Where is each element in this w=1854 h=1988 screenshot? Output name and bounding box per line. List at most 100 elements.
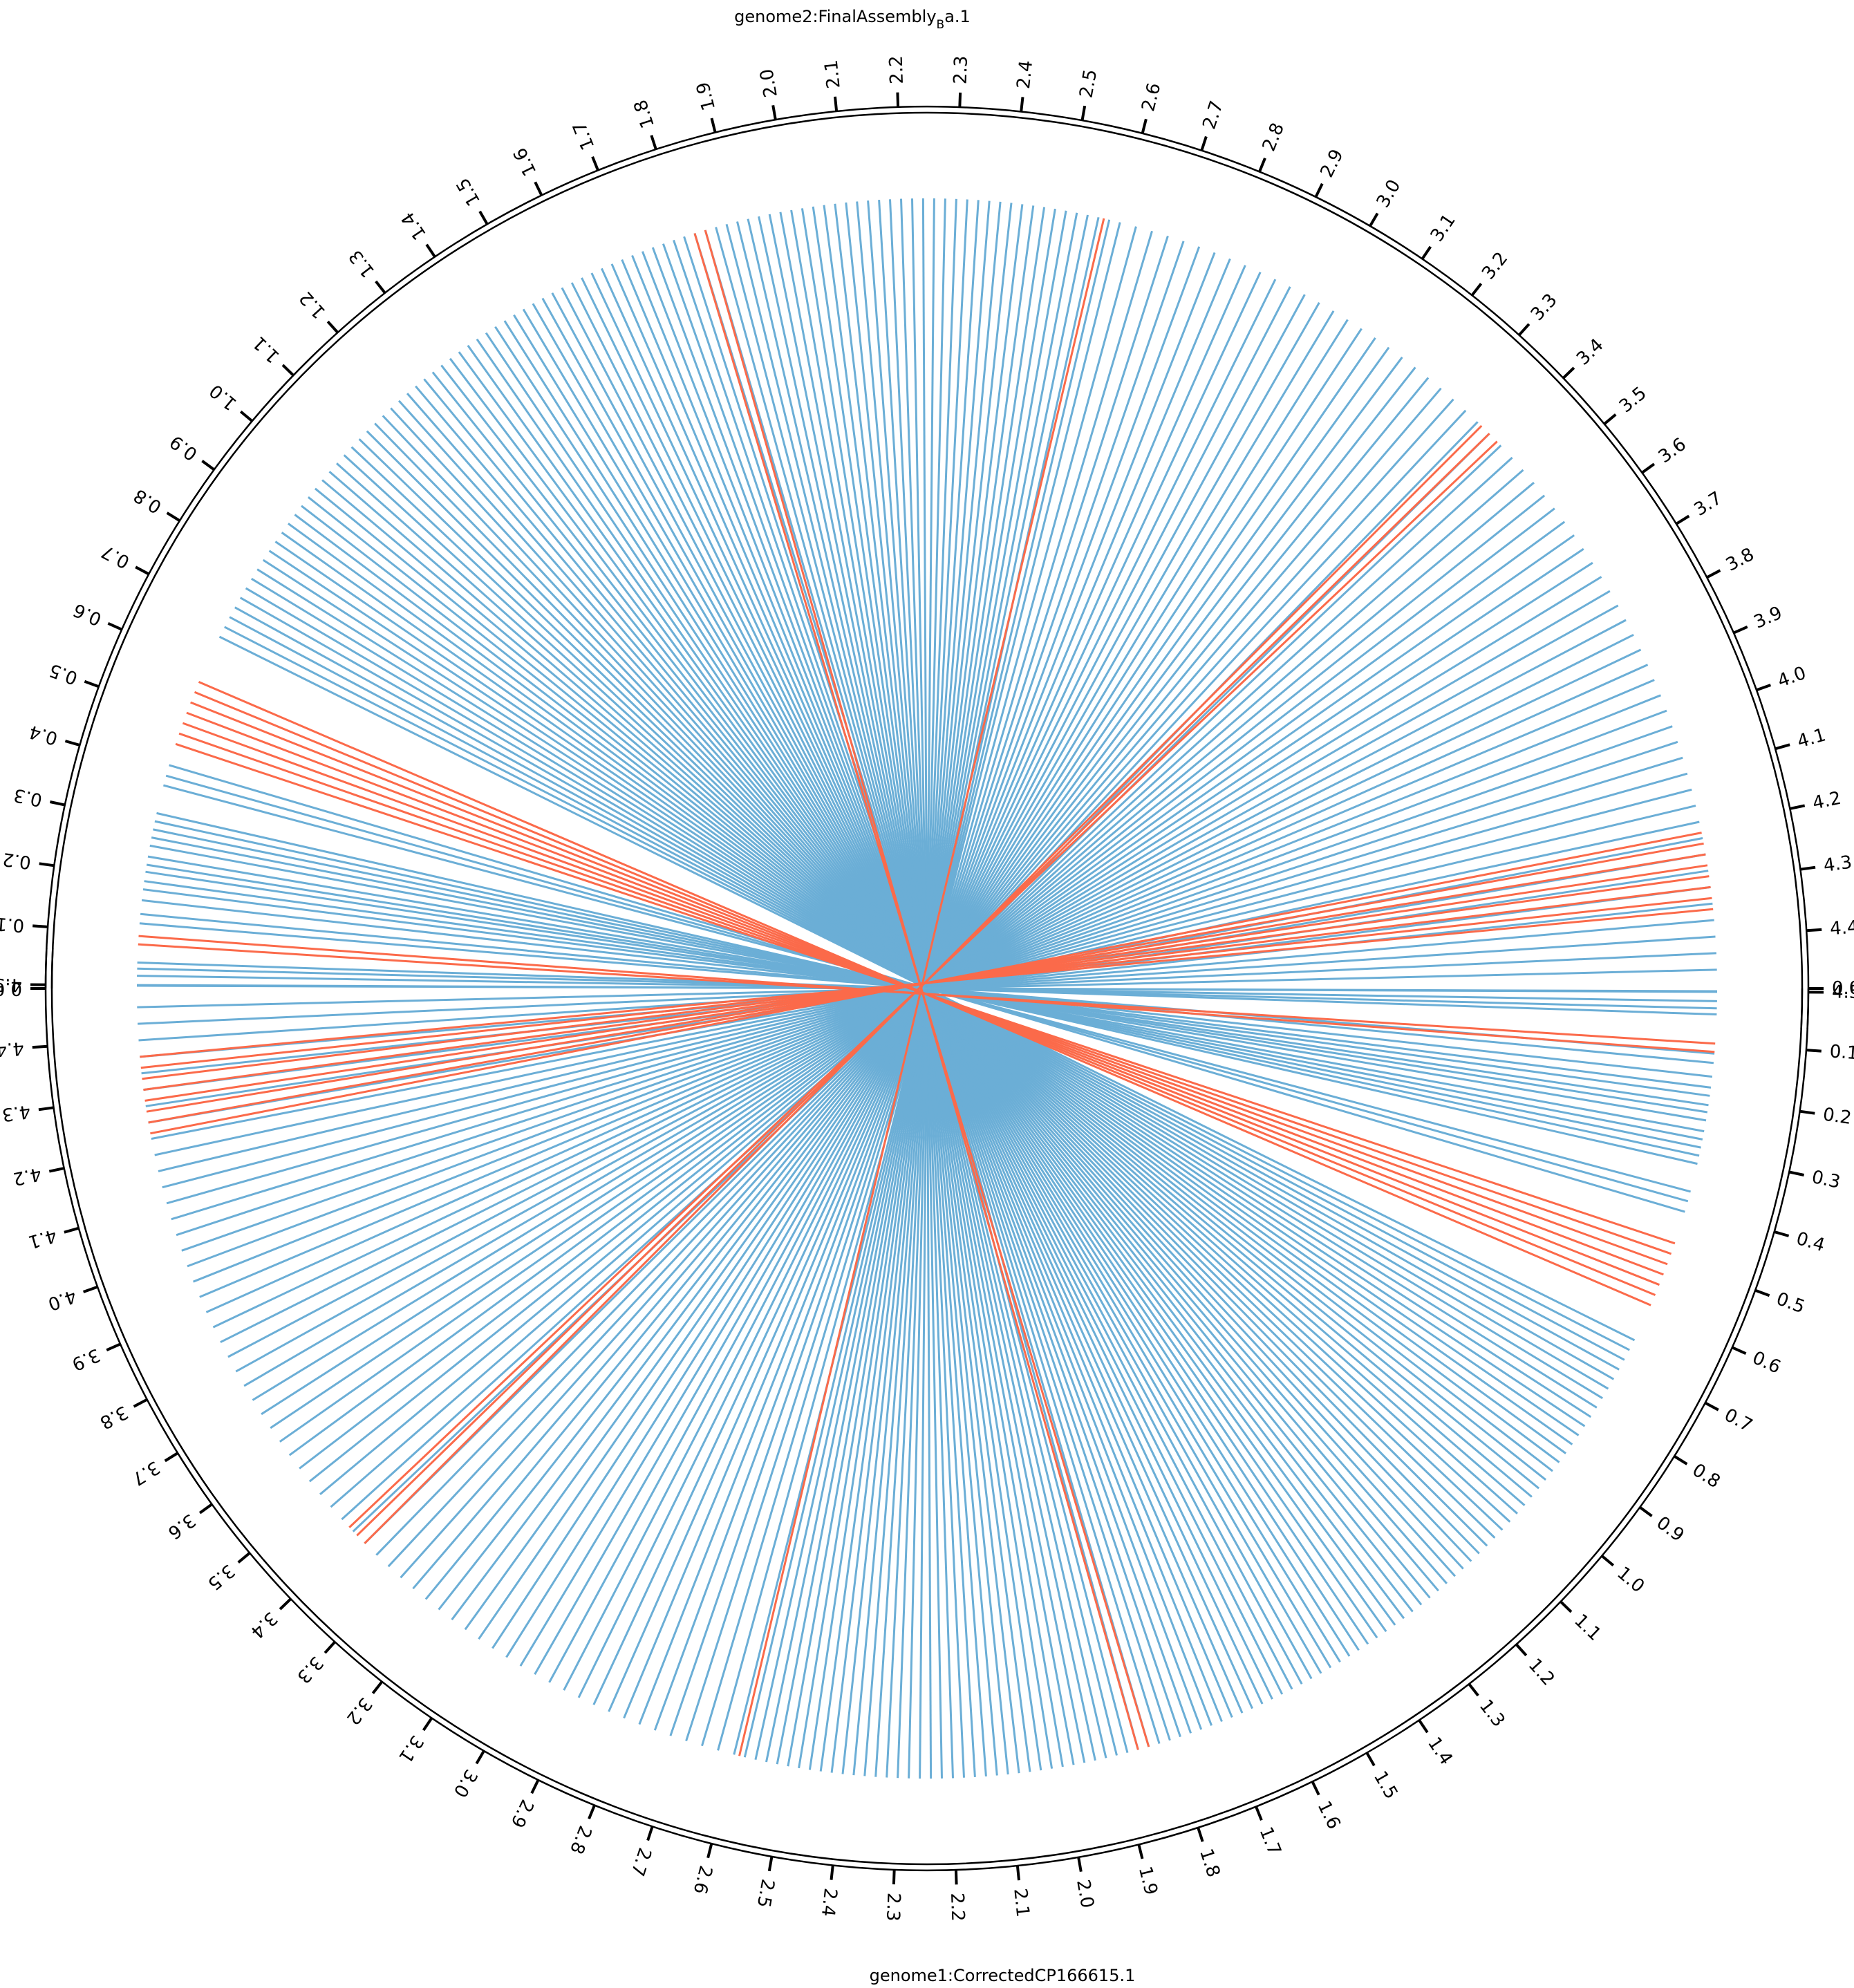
genome2-tick [326,320,339,334]
genome1-tick [133,1398,149,1408]
genome2-tick-label: 4.1 [1795,724,1828,752]
inverted-link [198,681,1651,1306]
genome2-tick-label: 4.0 [1775,663,1809,692]
genome2-tick [166,512,181,523]
genome1-tick [1806,1049,1822,1053]
genome1-tick-label: 2.0 [1072,1878,1098,1910]
genome1-tick-label: 1.6 [1313,1798,1345,1832]
genome1-tick [64,1226,79,1234]
genome2-tick [1314,182,1324,198]
forward-link [137,967,1717,1010]
genome1-tick [48,1167,65,1173]
genome2-tick [1603,413,1617,426]
genome2-tick-label: 0.3 [12,784,44,810]
genome2-tick-label: 0.8 [130,485,165,517]
genome2-tick [39,862,55,868]
genome1-tick-label: 2.1 [1009,1888,1033,1918]
genome2-tick-label: 0.4 [27,721,60,749]
genome2-tick-label: 0.2 [1,848,32,872]
genome2-tick [1200,135,1208,152]
genome1-tick-label: 1.5 [1369,1767,1402,1803]
genome1-tick [422,1716,433,1732]
genome2-tick-label: 1.3 [345,246,379,281]
genome2-tick-label: 1.8 [630,97,659,131]
genome1-tick-label: 4.0 [45,1285,79,1314]
genome2-tick-label: 2.0 [756,67,782,99]
genome1-tick [1704,1401,1719,1412]
genome1-tick-label: 4.2 [11,1163,44,1189]
genome1-tick [588,1804,597,1820]
genome2-tick [834,96,839,112]
genome1-tick-label: 3.6 [164,1510,199,1544]
genome2-tick-label: 3.6 [1655,434,1690,468]
genome1-tick [1799,1109,1815,1115]
genome2-tick [1368,212,1379,227]
genome2-tick [1562,366,1575,379]
genome2-tick [1705,569,1721,579]
genome1-tick [106,1342,122,1352]
genome1-tick-label: 3.7 [128,1456,163,1489]
genome2-tick [135,565,150,576]
genome2-tick-label: 1.4 [397,208,431,243]
genome1-tick [1196,1826,1204,1842]
genome1-tick [830,1864,834,1880]
genome1-tick [1600,1554,1615,1567]
genome1-tick-label: 1.3 [1475,1696,1509,1731]
genome1-tick [1773,1230,1790,1237]
genome1-tick [1673,1454,1688,1465]
genome2-tick [1675,514,1690,525]
genome2-tick-label: 0.5 [46,659,80,688]
genome1-tick-label: 0.1 [1829,1041,1854,1064]
genome2-tick [1775,743,1790,751]
genome1-tick-label: 2.5 [753,1877,778,1909]
genome2-tick-label: 1.9 [693,80,720,113]
genome1-tick-label: 0.9 [1652,1512,1687,1546]
genome2-tick [375,280,386,294]
genome1-tick-label: 1.2 [1524,1655,1559,1690]
genome1-title: genome1:CorrectedCP166615.1 [870,1966,1136,1985]
genome1-tick [646,1825,654,1841]
genome1-tick-label: 3.8 [96,1401,131,1433]
genome2-tick-label: 1.0 [206,380,241,415]
genome1-tick [38,1106,54,1112]
genome1-tick-label: 1.7 [1255,1824,1284,1859]
genome2-title: genome2:FinalAssemblyBa.1 [734,7,971,32]
genome1-tick [892,1869,896,1885]
inverted-link [140,908,1714,1058]
genome1-tick-label: 0.6 [1749,1347,1783,1378]
genome1-axis-outer [44,948,1810,1871]
genome1-tick [1137,1844,1144,1859]
genome1-tick-label: 0.7 [1721,1405,1756,1436]
genome1-tick-label: 0.3 [1810,1167,1842,1193]
genome1-tick-label: 0.2 [1822,1105,1853,1129]
genome2-tick-label: 3.3 [1527,290,1562,325]
genome1-tick-label: 2.2 [946,1893,968,1922]
genome1-tick-label: 4.1 [26,1224,59,1252]
genome2-tick [64,740,81,747]
genome1-tick-label: 0.8 [1689,1460,1724,1492]
genome1-tick-label: 3.2 [342,1694,376,1729]
genome2-tick [425,243,437,259]
genome2-tick-label: 2.1 [821,59,845,89]
genome2-tick-label: 3.2 [1478,248,1512,283]
genome1-tick-label: 0.0 [1832,978,1854,999]
genome1-tick-label: 1.9 [1134,1864,1161,1897]
genome2-tick-label: 3.5 [1616,383,1651,418]
genome2-tick [1800,865,1816,871]
genome2-tick [534,181,543,197]
genome1-tick [371,1680,384,1694]
genome1-tick [1788,1170,1805,1176]
genome2-tick-label: 4.4 [1829,917,1854,939]
genome2-tick [896,92,900,108]
genome2-tick-label: 3.1 [1427,210,1460,245]
genome1-tick [1468,1682,1479,1697]
genome2-tick-label: 1.1 [249,332,284,366]
genome2-tick-label: 1.5 [452,174,485,209]
genome1-tick [1077,1856,1083,1873]
genome2-tick-label: 2.5 [1076,68,1102,100]
genome1-tick [1417,1718,1429,1734]
genome2-tick [32,924,48,928]
genome2-tick-label: 2.3 [951,55,973,84]
genome2-tick-label: 1.2 [295,287,330,322]
